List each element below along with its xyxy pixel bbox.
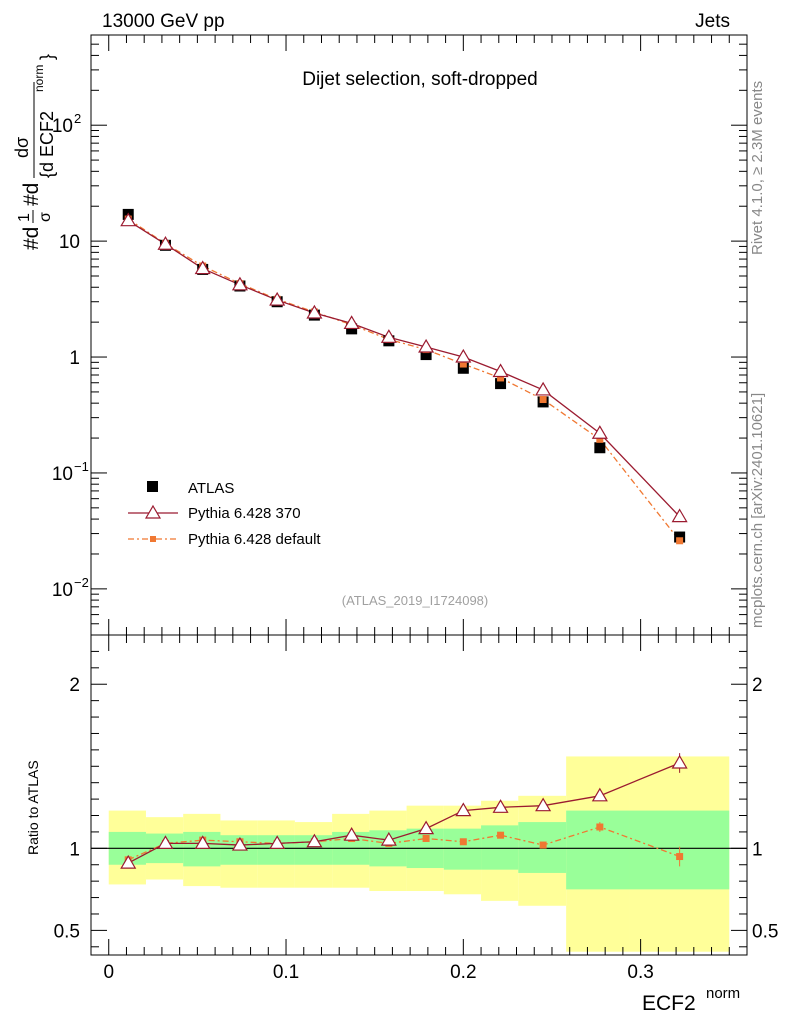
legend: ATLAS Pythia 6.428 370 Pythia 6.428 defa… xyxy=(128,480,321,548)
ratio-y-tick-label-right: 1 xyxy=(752,839,763,860)
x-axis-label: ECF2 norm xyxy=(642,985,740,1015)
y-label-part: #d xyxy=(20,183,43,206)
rivet-label: Rivet 4.1.0, ≥ 2.3M events xyxy=(749,81,766,255)
data-point-pythia370 xyxy=(671,508,688,523)
data-point-atlas xyxy=(674,531,686,543)
x-tick-label: 0 xyxy=(103,962,114,983)
ratio-point-pythia-default xyxy=(596,823,604,831)
data-point-pythia370 xyxy=(591,425,608,439)
legend-pythia-default-marker xyxy=(150,536,156,542)
ratio-point-pythia370 xyxy=(671,754,688,769)
series-line-pythia370 xyxy=(127,220,681,518)
mcplots-label: mcplots.cern.ch [arXiv:2401.10621] xyxy=(749,393,766,628)
data-point-pythia-default xyxy=(459,360,467,368)
data-point-pythia370 xyxy=(269,291,286,306)
y-label-part: 1 xyxy=(16,213,33,222)
ratio-point-pythia370 xyxy=(157,835,174,850)
y-tick-label-exponent: −2 xyxy=(74,575,89,590)
data-point-pythia-default xyxy=(539,396,547,404)
data-point-pythia-default xyxy=(676,537,684,545)
ratio-point-pythia370 xyxy=(591,787,608,802)
y-tick-label: 10 xyxy=(59,232,80,253)
ratio-point-pythia370 xyxy=(306,833,323,848)
ratio-y-tick-label: 1 xyxy=(69,839,80,860)
legend-atlas-label: ATLAS xyxy=(188,480,234,497)
ratio-point-pythia-default xyxy=(539,841,547,849)
data-point-atlas xyxy=(420,349,432,361)
analysis-label: (ATLAS_2019_I1724098) xyxy=(342,593,488,608)
data-point-pythia370 xyxy=(120,212,137,227)
y-tick-label: 10 xyxy=(52,580,73,601)
ratio-point-pythia370 xyxy=(380,831,397,846)
ratio-y-axis-label: Ratio to ATLAS xyxy=(25,760,41,855)
x-tick-label: 0.1 xyxy=(273,962,299,983)
y-label-part: norm xyxy=(32,65,46,92)
ratio-plot-frame xyxy=(90,634,748,956)
y-tick-label: 1 xyxy=(69,348,80,369)
ratio-point-pythia370 xyxy=(418,820,435,835)
legend-pythia370-label: Pythia 6.428 370 xyxy=(188,505,301,522)
ratio-point-pythia-default xyxy=(459,838,467,846)
data-point-pythia370 xyxy=(455,348,472,363)
ratio-point-pythia370 xyxy=(194,835,211,850)
ratio-point-pythia370 xyxy=(120,854,137,869)
data-point-atlas xyxy=(457,362,469,374)
ratio-y-tick-label: 0.5 xyxy=(54,921,80,942)
data-point-pythia-default xyxy=(497,374,505,382)
y-label-part: dσ xyxy=(12,137,32,158)
data-point-pythia370 xyxy=(157,236,174,250)
plot-title: Dijet selection, soft-dropped xyxy=(302,69,538,90)
data-point-pythia370 xyxy=(535,381,552,396)
data-point-pythia370 xyxy=(231,276,248,291)
ratio-y-tick-label-right: 0.5 xyxy=(752,921,778,942)
legend-atlas-marker xyxy=(147,481,158,492)
uncertainty-band-green xyxy=(443,828,482,870)
ratio-point-pythia370 xyxy=(231,836,248,851)
y-label-part: } xyxy=(37,54,57,60)
legend-pythia370-marker xyxy=(144,504,162,519)
y-tick-label-exponent: 2 xyxy=(74,111,81,126)
y-label-part: σ xyxy=(37,212,54,222)
ratio-point-pythia-default xyxy=(676,853,684,861)
ratio-line-pythia370 xyxy=(127,762,680,864)
ratio-plot-panel: 0.5 0.5 1 1 2 2 0 0.1 0.2 0.3 Ratio to ATLAS ECF2… xyxy=(25,634,778,1015)
ratio-y-tick-label-right: 2 xyxy=(752,675,763,696)
x-axis-label-sup: norm xyxy=(706,985,740,1002)
x-tick-label: 0.2 xyxy=(450,962,476,983)
data-point-pythia370 xyxy=(380,329,397,343)
data-point-pythia-default xyxy=(596,435,604,443)
x-tick-label: 0.3 xyxy=(627,962,653,983)
data-point-pythia370 xyxy=(492,363,509,378)
ratio-point-pythia-default xyxy=(422,834,430,842)
ratio-y-tick-label: 2 xyxy=(69,675,80,696)
y-tick-label: 10 xyxy=(52,116,73,137)
series-line-pythia-default xyxy=(127,218,681,542)
x-axis-label-main: ECF2 xyxy=(642,992,696,1015)
data-point-pythia370 xyxy=(418,338,435,353)
y-label-part: #d xyxy=(20,227,43,250)
ratio-point-pythia370 xyxy=(455,802,472,817)
header-left: 13000 GeV pp xyxy=(102,11,225,32)
data-point-pythia370 xyxy=(343,315,360,330)
data-point-pythia370 xyxy=(194,260,211,275)
ratio-point-pythia-default xyxy=(497,831,505,839)
y-tick-label: 10 xyxy=(52,464,73,485)
y-axis-label: #d 1 σ #d dσ {d ECF2 norm } xyxy=(12,54,57,250)
ratio-point-pythia370 xyxy=(492,799,509,813)
y-tick-label-exponent: −1 xyxy=(74,459,89,474)
ratio-point-pythia370 xyxy=(343,827,360,841)
data-point-atlas xyxy=(594,442,606,454)
data-point-atlas xyxy=(495,378,507,390)
ratio-point-pythia370 xyxy=(269,835,286,850)
ratio-line-pythia-default xyxy=(127,826,680,861)
ratio-point-pythia370 xyxy=(535,797,552,812)
uncertainty-band-green xyxy=(566,810,630,890)
header-right: Jets xyxy=(695,11,730,32)
data-point-pythia370 xyxy=(306,304,323,319)
y-label-part: {d ECF2 xyxy=(37,111,57,178)
legend-pythia-default-label: Pythia 6.428 default xyxy=(188,531,321,548)
